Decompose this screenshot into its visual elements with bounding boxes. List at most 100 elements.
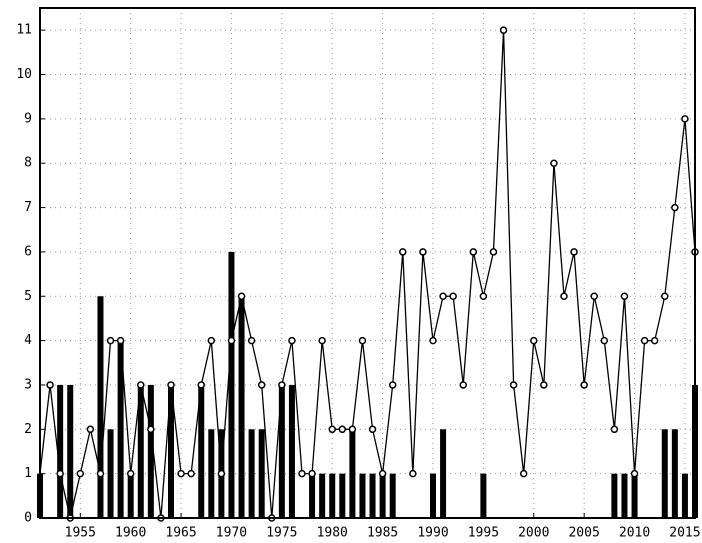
bar <box>127 473 134 518</box>
x-tick-label: 1970 <box>216 526 247 541</box>
bar <box>359 473 366 518</box>
bar <box>329 473 336 518</box>
point <box>509 381 518 389</box>
plot-frame <box>39 7 696 519</box>
bar <box>621 473 628 518</box>
x-tick-label: 2005 <box>568 526 599 541</box>
point <box>106 336 115 345</box>
point <box>419 248 427 256</box>
point <box>409 469 417 478</box>
x-tick-label: 1985 <box>367 526 398 541</box>
point <box>96 469 105 478</box>
y-tick-label: 1 <box>24 466 32 481</box>
point <box>399 248 407 256</box>
bar <box>339 473 346 518</box>
bar <box>369 473 376 518</box>
bar <box>238 296 245 518</box>
point <box>328 425 336 434</box>
y-tick-label: 5 <box>24 289 32 304</box>
bar <box>97 296 104 518</box>
point <box>227 336 236 345</box>
point <box>358 336 367 345</box>
point <box>56 469 64 478</box>
bar <box>258 429 265 518</box>
point <box>499 26 508 34</box>
bar <box>440 429 447 518</box>
point <box>207 336 216 345</box>
point <box>681 115 689 123</box>
point <box>620 292 629 301</box>
x-tick-label: 1990 <box>417 526 448 541</box>
point <box>610 425 619 434</box>
bar <box>57 384 64 518</box>
point <box>217 469 226 478</box>
y-tick-label: 9 <box>24 111 32 126</box>
point <box>76 469 85 478</box>
bar <box>480 473 487 518</box>
point <box>590 292 598 301</box>
x-tick-label: 1960 <box>115 526 146 541</box>
bar <box>349 429 356 518</box>
point <box>187 469 195 478</box>
point <box>126 469 135 478</box>
bar <box>430 473 436 518</box>
point <box>147 425 155 434</box>
bar <box>611 473 618 518</box>
x-tick-label: 1975 <box>266 526 297 541</box>
y-tick-label: 4 <box>24 333 32 348</box>
bar <box>681 473 688 518</box>
bar <box>661 429 668 518</box>
point <box>580 381 588 389</box>
bar <box>631 473 638 518</box>
point <box>368 425 377 434</box>
y-tick-label: 11 <box>16 23 32 38</box>
bar <box>319 473 326 518</box>
x-tick-label: 1965 <box>165 526 196 541</box>
point <box>489 248 498 256</box>
y-tick-label: 7 <box>24 200 32 215</box>
point <box>247 336 256 345</box>
point <box>338 425 347 434</box>
bar <box>137 384 144 518</box>
bar <box>67 384 74 518</box>
point <box>237 292 246 301</box>
y-tick-label: 10 <box>16 67 32 82</box>
x-tick-label: 2010 <box>619 526 650 541</box>
point <box>630 469 639 478</box>
point <box>570 248 578 256</box>
y-tick-label: 0 <box>24 511 32 526</box>
x-tick-label: 1995 <box>468 526 499 541</box>
point <box>530 336 538 345</box>
line <box>39 30 696 519</box>
point <box>560 292 568 301</box>
bar <box>671 429 678 518</box>
point <box>288 336 296 345</box>
point <box>519 469 528 478</box>
point <box>550 159 558 167</box>
point <box>298 469 306 478</box>
point <box>479 292 488 301</box>
point <box>661 292 669 301</box>
point <box>378 469 387 478</box>
bar <box>117 340 124 518</box>
point <box>600 336 609 345</box>
point <box>650 336 659 345</box>
x-tick-label: 1955 <box>65 526 96 541</box>
point <box>671 203 679 212</box>
point <box>429 336 437 345</box>
point <box>318 336 326 345</box>
point <box>308 469 316 478</box>
bar <box>379 473 386 518</box>
point <box>137 381 145 389</box>
y-tick-label: 2 <box>24 422 32 437</box>
point <box>278 381 286 389</box>
point <box>459 381 467 389</box>
point <box>540 381 548 389</box>
bar <box>309 473 316 518</box>
point <box>167 381 175 389</box>
point <box>449 292 457 301</box>
point <box>257 381 266 389</box>
bar <box>288 384 295 518</box>
bar <box>208 429 215 518</box>
